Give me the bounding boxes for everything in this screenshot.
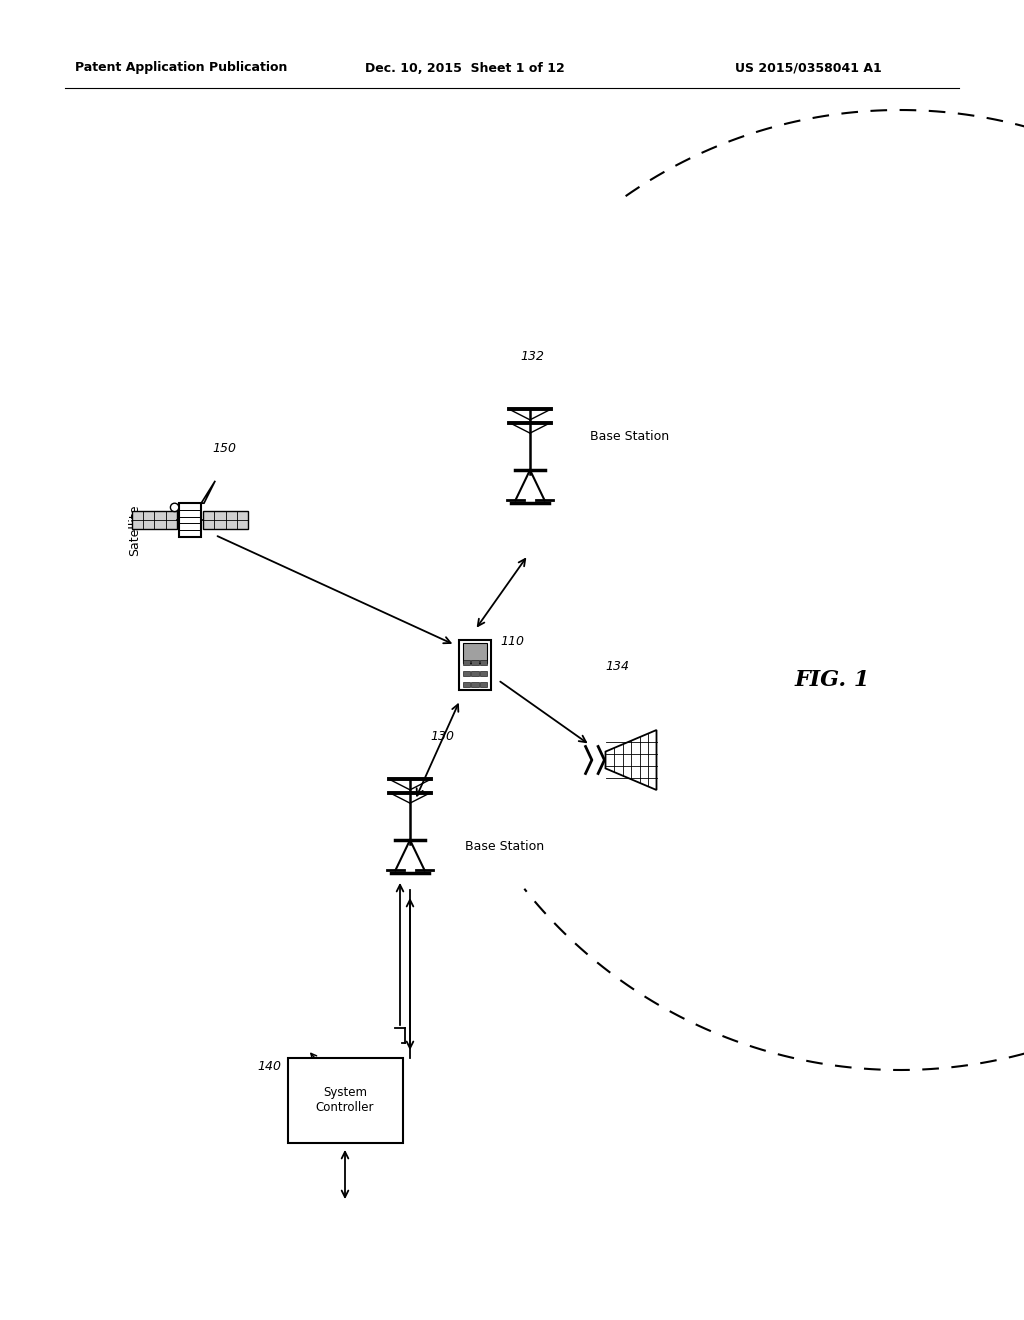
- Bar: [132, 511, 177, 529]
- Text: Patent Application Publication: Patent Application Publication: [75, 62, 288, 74]
- Bar: [471, 682, 478, 686]
- Bar: [463, 671, 470, 676]
- Bar: [463, 643, 487, 663]
- Text: 150: 150: [212, 442, 236, 455]
- Bar: [480, 660, 487, 665]
- Text: 140: 140: [257, 1060, 282, 1073]
- Text: System
Controller: System Controller: [315, 1086, 374, 1114]
- Text: Dec. 10, 2015  Sheet 1 of 12: Dec. 10, 2015 Sheet 1 of 12: [365, 62, 565, 74]
- Text: US 2015/0358041 A1: US 2015/0358041 A1: [735, 62, 882, 74]
- Text: 134: 134: [605, 660, 629, 673]
- Bar: [288, 1057, 402, 1143]
- Bar: [179, 503, 201, 537]
- Bar: [459, 640, 492, 690]
- Text: 120: 120: [330, 1061, 356, 1074]
- Bar: [463, 660, 470, 665]
- Polygon shape: [201, 480, 215, 503]
- Bar: [463, 682, 470, 686]
- Text: 132: 132: [520, 350, 544, 363]
- Text: Base Station: Base Station: [465, 840, 544, 853]
- Bar: [471, 660, 478, 665]
- Bar: [480, 682, 487, 686]
- Text: 110: 110: [500, 635, 524, 648]
- Bar: [480, 671, 487, 676]
- Text: Base Station: Base Station: [590, 430, 669, 444]
- Circle shape: [170, 503, 179, 512]
- Bar: [203, 511, 248, 529]
- Text: Satellite: Satellite: [128, 504, 141, 556]
- Polygon shape: [605, 730, 656, 789]
- Text: 130: 130: [430, 730, 454, 743]
- Text: FIG. 1: FIG. 1: [795, 669, 870, 690]
- Bar: [471, 671, 478, 676]
